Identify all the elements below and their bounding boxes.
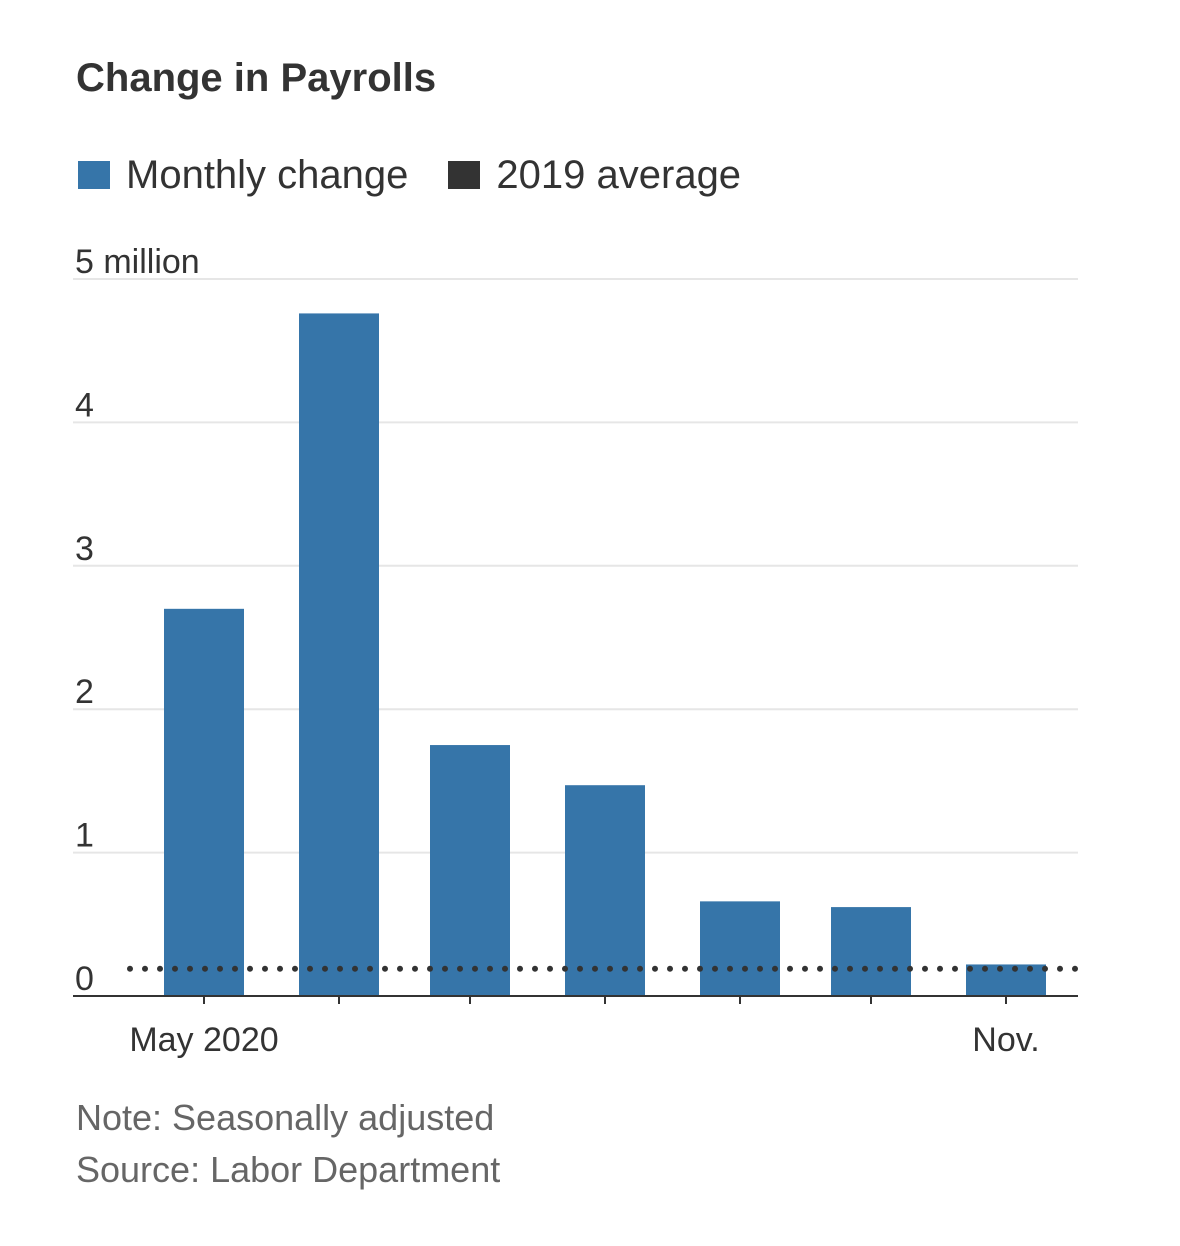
y-tick-label-5: 5 million xyxy=(75,243,200,281)
bar-chart: 0 1 2 3 4 5 million May 2020 Nov. xyxy=(73,243,1081,1059)
chart-footer: Note: Seasonally adjusted Source: Labor … xyxy=(76,1092,500,1196)
x-tick-label-1: May 2020 xyxy=(129,1021,278,1059)
y-tick-label-1: 1 xyxy=(75,817,94,855)
axis-labels: 0 1 2 3 4 5 million May 2020 Nov. xyxy=(75,243,1040,1059)
legend-swatch-2019-average xyxy=(448,161,481,189)
bar-4 xyxy=(565,785,645,996)
bar-3 xyxy=(430,745,510,996)
footnote-note: Note: Seasonally adjusted xyxy=(76,1097,495,1138)
y-tick-label-3: 3 xyxy=(75,530,94,568)
legend-item-2019-average: 2019 average xyxy=(448,153,741,198)
legend-item-monthly-change: Monthly change xyxy=(78,153,408,198)
legend-label-2019-average: 2019 average xyxy=(496,152,742,197)
y-tick-label-2: 2 xyxy=(75,673,94,711)
bar-1 xyxy=(164,608,244,996)
bar-6 xyxy=(831,907,911,996)
bar-2 xyxy=(299,313,379,996)
bar-5 xyxy=(700,901,780,996)
legend-swatch-monthly-change xyxy=(78,161,110,189)
footnote-source: Source: Labor Department xyxy=(76,1149,501,1190)
y-tick-label-0: 0 xyxy=(75,960,94,998)
x-tick-label-7: Nov. xyxy=(972,1021,1039,1059)
y-tick-label-4: 4 xyxy=(75,386,94,424)
legend-label-monthly-change: Monthly change xyxy=(126,152,409,197)
bar-7 xyxy=(966,964,1046,996)
chart-legend: Monthly change 2019 average xyxy=(78,150,781,200)
x-axis xyxy=(73,995,1078,1004)
bars xyxy=(164,313,1046,996)
chart-title: Change in Payrolls xyxy=(76,56,437,100)
